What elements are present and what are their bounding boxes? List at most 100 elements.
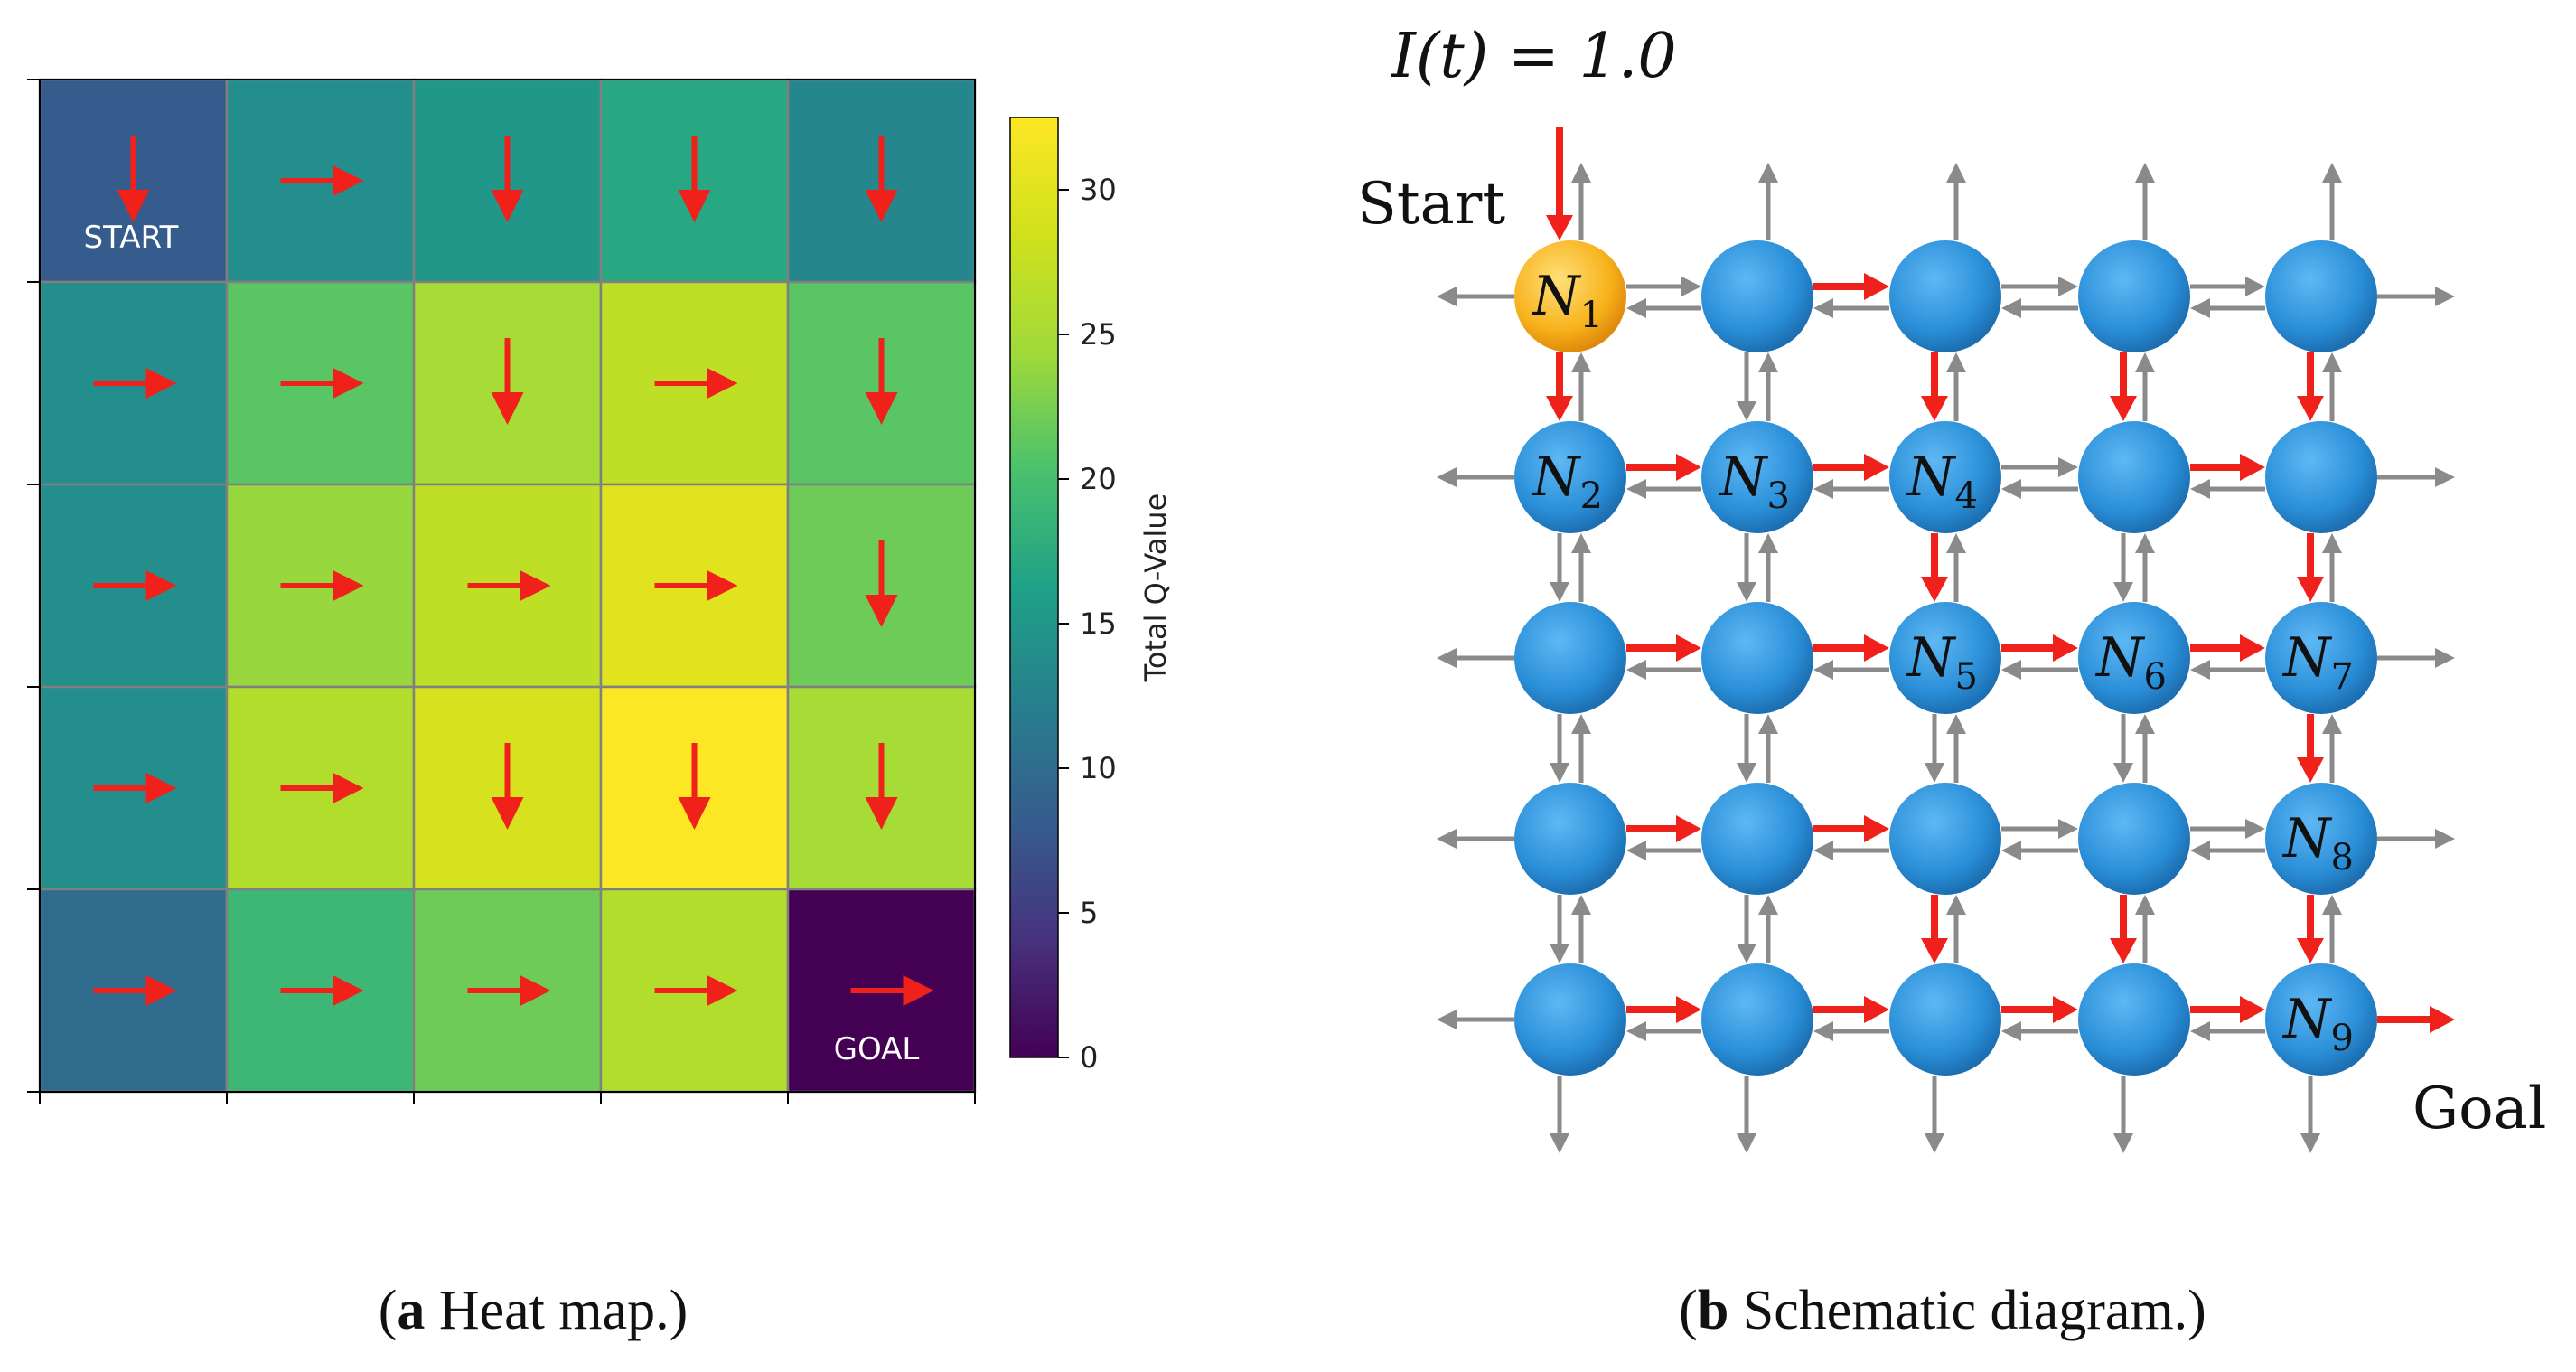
gray-connection-arrow [1946,714,1966,783]
gray-connection-arrow [2001,819,2078,839]
network-node [1514,783,1626,895]
node-label: N7 [2281,626,2354,698]
red-path-arrow [1813,634,1889,662]
gray-connection-arrow [1946,352,1966,421]
policy-arrow-down [491,338,524,425]
diagram-gray-connections [1437,163,2455,1153]
policy-arrow-right [280,975,364,1006]
gray-connection-arrow [2190,1021,2265,1041]
gray-connection-arrow [2322,895,2342,963]
policy-arrow-right [280,368,364,399]
heatmap-cell [225,888,416,1094]
gray-connection-arrow [1626,841,1701,860]
gray-connection-arrow [2001,457,2078,477]
diagram-red-path [1546,127,2455,1033]
gray-connection-arrow [1758,714,1778,783]
red-path-arrow [2001,634,2078,662]
gray-edge-arrow [2377,648,2455,668]
red-path-arrow [1626,815,1701,842]
gray-connection-arrow [1550,714,1569,783]
policy-arrow-right [93,773,177,803]
red-path-arrow [1813,996,1889,1023]
gray-edge-arrow [2377,287,2455,306]
red-path-arrow [1546,352,1573,421]
red-path-arrow [1813,273,1889,300]
caption-b: (b Schematic diagram.) [1679,1280,2206,1341]
node-label: N6 [2094,626,2167,698]
network-node [1514,602,1626,714]
red-path-arrow [2110,895,2137,963]
red-path-arrow [1813,454,1889,481]
heatmap-cell [599,483,790,689]
gray-connection-arrow [1925,714,1944,783]
network-node [2265,240,2377,352]
gray-connection-arrow [1626,298,1701,318]
gray-connection-arrow [1737,352,1756,421]
diagram-start-label: Start [1357,171,1505,238]
heatmap-cells [38,78,977,1094]
policy-arrow-right [93,570,177,601]
gray-connection-arrow [1813,1021,1889,1041]
policy-arrow-right [850,975,934,1006]
red-path-arrow [1921,895,1948,963]
red-path-arrow [2190,454,2265,481]
caption-a: (a Heat map.) [379,1280,688,1341]
gray-connection-arrow [2190,277,2265,296]
node-label: N9 [2281,988,2354,1059]
colorbar-tick-label: 25 [1080,317,1117,352]
gray-connection-arrow [2135,352,2155,421]
network-node [1889,783,2001,895]
gray-connection-arrow [1813,298,1889,318]
gray-edge-arrow [1437,467,1514,487]
gray-connection-arrow [2001,479,2078,499]
network-node: N2 [1514,421,1626,533]
policy-arrow-down [678,136,711,222]
red-path-arrow [2297,895,2324,963]
red-path-arrow [2190,996,2265,1023]
network-node [2078,421,2190,533]
policy-arrow-down [865,338,898,425]
node-label: N1 [1531,265,1603,336]
gray-connection-arrow [2001,1021,2078,1041]
colorbar-tick-label: 20 [1080,462,1117,496]
colorbar-label: Total Q-Value [1138,493,1173,683]
gray-connection-arrow [2135,714,2155,783]
policy-arrow-right [654,975,738,1006]
gray-connection-arrow [2001,298,2078,318]
gray-connection-arrow [1571,714,1591,783]
node-label: N4 [1906,446,1978,517]
gray-connection-arrow [1946,533,1966,602]
heatmap-axis-ticks [27,79,976,1104]
gray-connection-arrow [2135,533,2155,602]
goal-cell-label: GOAL [834,1031,920,1067]
network-node: N8 [2265,783,2377,895]
red-path-arrow [2001,996,2078,1023]
red-path-arrow [1626,634,1701,662]
heatmap-cell [412,280,603,486]
colorbar-tick-label: 30 [1080,173,1117,207]
red-goal-arrow [2377,1006,2455,1033]
red-path-arrow [1626,996,1701,1023]
heatmap-panel: START GOAL [27,78,977,1104]
caption-b-letter: b [1698,1280,1728,1341]
gray-edge-arrow [2377,829,2455,849]
red-path-arrow [1921,352,1948,421]
gray-edge-arrow [1437,829,1514,849]
gray-connection-arrow [1737,714,1756,783]
heatmap-frame [39,79,976,1093]
gray-connection-arrow [2135,895,2155,963]
network-node: N4 [1889,421,2001,533]
network-node [1701,602,1813,714]
gray-connection-arrow [1626,479,1701,499]
gray-connection-arrow [1758,533,1778,602]
policy-arrow-down [117,136,150,222]
gray-edge-arrow [1437,287,1514,306]
red-path-arrow [1921,533,1948,602]
colorbar-tick-label: 15 [1080,606,1117,641]
gray-edge-arrow [1946,163,1966,240]
gray-connection-arrow [1813,841,1889,860]
gray-connection-arrow [2322,533,2342,602]
network-node [2265,421,2377,533]
gray-edge-arrow [2377,467,2455,487]
